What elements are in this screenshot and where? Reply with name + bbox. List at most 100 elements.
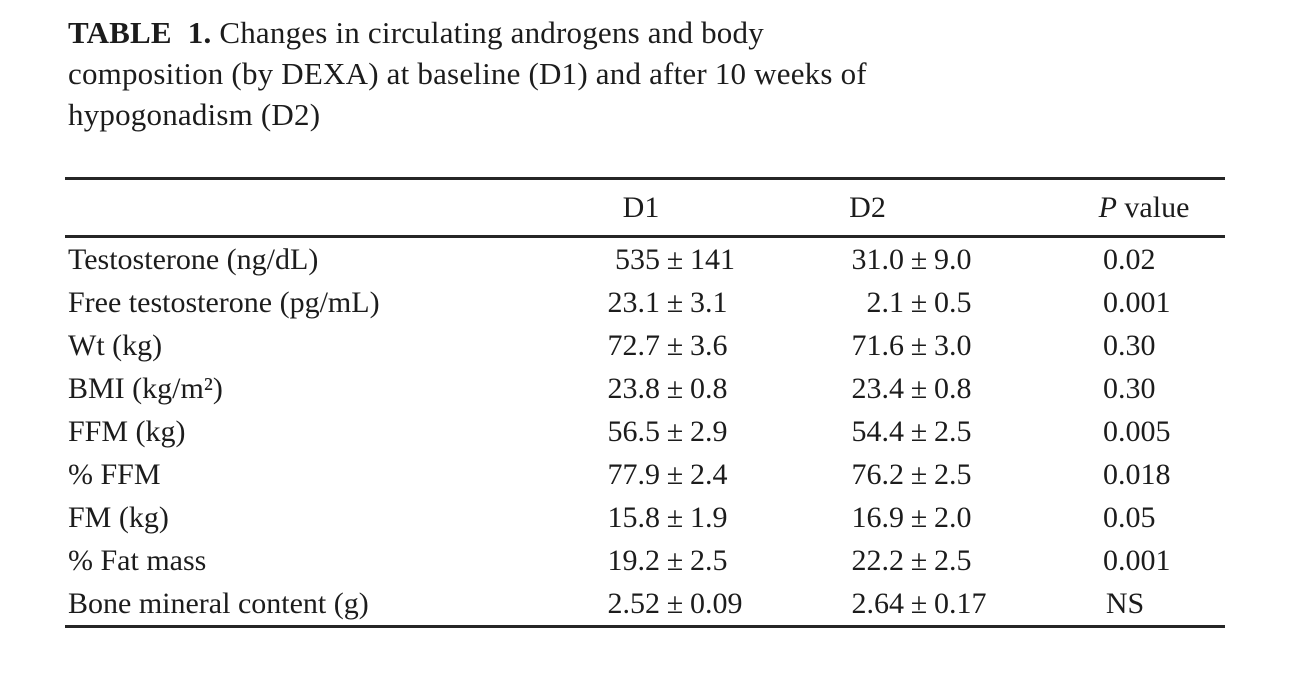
row-label: % Fat mass	[68, 543, 207, 577]
row-label: Wt (kg)	[68, 328, 163, 362]
table-row-testosterone: Testosterone (ng/dL) 535 ±141 31.0 ±9.0 0.…	[65, 238, 1225, 281]
p-value: 0.001	[1103, 543, 1171, 577]
plus-minus-icon: ±	[666, 242, 684, 276]
d1-sd: 3.1	[690, 285, 728, 319]
plus-minus-icon: ±	[910, 500, 928, 534]
plus-minus-icon: ±	[910, 371, 928, 405]
d1-sd: 141	[690, 242, 735, 276]
d2-value: 76.2 ±2.5	[765, 458, 1025, 492]
d1-mean: 77.9	[607, 457, 661, 491]
row-label: % FFM	[68, 457, 161, 491]
d2-value: 22.2 ±2.5	[765, 544, 1025, 578]
plus-minus-icon: ±	[666, 371, 684, 405]
d1-value: 15.8 ±1.9	[505, 501, 765, 535]
d1-value: 23.8 ±0.8	[505, 372, 765, 406]
plus-minus-icon: ±	[910, 457, 928, 491]
d1-value: 56.5 ±2.9	[505, 415, 765, 449]
d2-sd: 2.5	[934, 457, 972, 491]
d1-sd: 0.09	[690, 586, 743, 620]
d1-sd: 2.5	[690, 543, 728, 577]
plus-minus-icon: ±	[666, 285, 684, 319]
p-value: NS	[1105, 586, 1145, 620]
d2-mean: 54.4	[851, 414, 905, 448]
row-label: FFM (kg)	[68, 414, 186, 448]
row-label: Testosterone (ng/dL)	[68, 242, 319, 276]
d2-value: 16.9 ±2.0	[765, 501, 1025, 535]
row-label: FM (kg)	[68, 500, 169, 534]
d2-sd: 0.5	[934, 285, 972, 319]
d1-mean: 23.1	[607, 285, 661, 319]
d1-sd: 2.4	[690, 457, 728, 491]
row-label: Free testosterone (pg/mL)	[68, 285, 380, 319]
p-value: 0.02	[1103, 242, 1156, 276]
plus-minus-icon: ±	[910, 242, 928, 276]
p-value: 0.05	[1103, 500, 1156, 534]
d1-value: 535 ±141	[505, 243, 765, 277]
table-row-ffm: FFM (kg) 56.5 ±2.9 54.4 ±2.5 0.005	[65, 410, 1225, 453]
d2-sd: 3.0	[934, 328, 972, 362]
table-caption: TABLE 1. Changes in circulating androgen…	[68, 12, 867, 135]
d2-value: 23.4 ±0.8	[765, 372, 1025, 406]
data-table: D1 D2 P value Testosterone (ng/dL) 535 ±1…	[65, 177, 1225, 628]
d1-mean: 2.52	[607, 586, 661, 620]
d1-value: 72.7 ±3.6	[505, 329, 765, 363]
row-label: Bone mineral content (g)	[68, 586, 369, 620]
d1-sd: 2.9	[690, 414, 728, 448]
d2-sd: 0.8	[934, 371, 972, 405]
d2-mean: 2.1	[866, 285, 905, 319]
d2-value: 71.6 ±3.0	[765, 329, 1025, 363]
plus-minus-icon: ±	[910, 586, 928, 620]
header-p-value: P value	[1025, 191, 1225, 225]
plus-minus-icon: ±	[666, 543, 684, 577]
header-d1: D1	[622, 190, 660, 224]
header-d2: D2	[849, 190, 886, 224]
d2-sd: 0.17	[934, 586, 987, 620]
d2-value: 2.64 ±0.17	[765, 587, 1025, 621]
plus-minus-icon: ±	[910, 328, 928, 362]
table-row-bone-mineral-content: Bone mineral content (g) 2.52 ±0.09 2.64 ±…	[65, 582, 1225, 625]
d1-mean: 15.8	[607, 500, 661, 534]
plus-minus-icon: ±	[666, 500, 684, 534]
d1-sd: 1.9	[690, 500, 728, 534]
d2-mean: 71.6	[851, 328, 905, 362]
table-row-free-testosterone: Free testosterone (pg/mL) 23.1 ±3.1 2.1 ±0…	[65, 281, 1225, 324]
d1-value: 2.52 ±0.09	[505, 587, 765, 621]
d2-mean: 76.2	[851, 457, 905, 491]
caption-text-2: composition (by DEXA) at baseline (D1) a…	[68, 56, 867, 91]
plus-minus-icon: ±	[910, 414, 928, 448]
d2-sd: 2.5	[934, 543, 972, 577]
table-row-weight: Wt (kg) 72.7 ±3.6 71.6 ±3.0 0.30	[65, 324, 1225, 367]
p-symbol: P	[1098, 190, 1117, 224]
caption-line-1: TABLE 1. Changes in circulating androgen…	[68, 12, 867, 53]
d1-mean: 72.7	[607, 328, 661, 362]
d1-value: 77.9 ±2.4	[505, 458, 765, 492]
caption-text-1: Changes in circulating androgens and bod…	[219, 15, 764, 50]
plus-minus-icon: ±	[666, 414, 684, 448]
d1-mean: 23.8	[607, 371, 661, 405]
table-bottom-rule	[65, 625, 1225, 628]
table-top-rule	[65, 177, 1225, 180]
d1-mean: 535	[615, 242, 660, 276]
d2-sd: 2.0	[934, 500, 972, 534]
d2-value: 54.4 ±2.5	[765, 415, 1025, 449]
p-value: 0.005	[1103, 414, 1171, 448]
plus-minus-icon: ±	[910, 285, 928, 319]
table-header-row: D1 D2 P value	[65, 180, 1225, 235]
plus-minus-icon: ±	[666, 328, 684, 362]
d2-value: 2.1 ±0.5	[765, 286, 1025, 320]
plus-minus-icon: ±	[910, 543, 928, 577]
d1-sd: 3.6	[690, 328, 728, 362]
plus-minus-icon: ±	[666, 457, 684, 491]
d1-value: 19.2 ±2.5	[505, 544, 765, 578]
table-row-fm: FM (kg) 15.8 ±1.9 16.9 ±2.0 0.05	[65, 496, 1225, 539]
d1-mean: 56.5	[607, 414, 661, 448]
p-value-word: value	[1124, 190, 1190, 224]
table-row-pct-fat-mass: % Fat mass 19.2 ±2.5 22.2 ±2.5 0.001	[65, 539, 1225, 582]
table-header-rule	[65, 235, 1225, 238]
plus-minus-icon: ±	[666, 586, 684, 620]
d1-sd: 0.8	[690, 371, 728, 405]
d2-mean: 31.0	[851, 242, 905, 276]
d1-mean: 19.2	[607, 543, 661, 577]
p-value: 0.30	[1103, 328, 1156, 362]
